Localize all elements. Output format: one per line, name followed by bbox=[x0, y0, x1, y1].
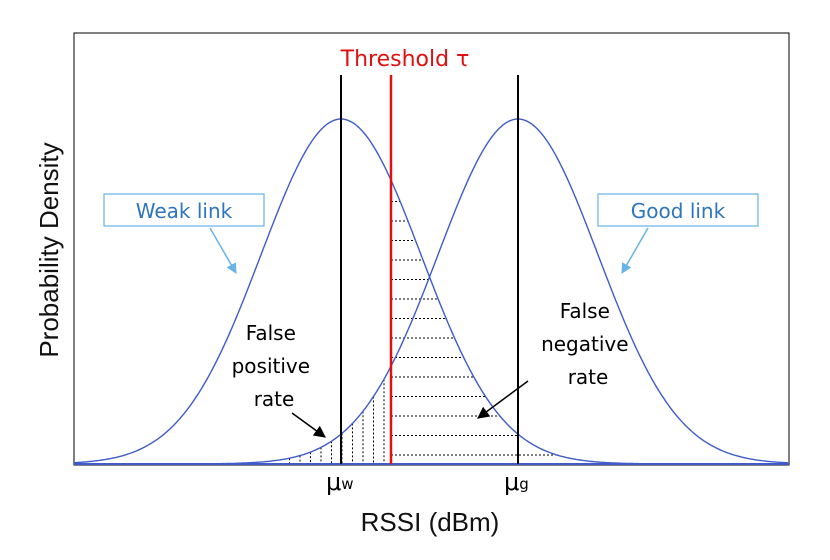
x-axis-title: RSSI (dBm) bbox=[361, 507, 500, 537]
good-link-curve bbox=[74, 118, 789, 465]
mu-w-label: μw bbox=[326, 468, 354, 496]
false-negative-hatch bbox=[391, 201, 557, 456]
weak-link-arrow bbox=[209, 227, 237, 274]
false-negative-arrow bbox=[477, 380, 529, 419]
weak-link-label-box bbox=[103, 193, 265, 227]
false-positive-arrow bbox=[291, 412, 326, 438]
false-negative-label: False negative rate bbox=[541, 299, 635, 389]
good-link-label-box bbox=[597, 193, 759, 227]
weak-link-label: Weak link bbox=[136, 199, 233, 223]
threshold-label: Threshold τ bbox=[340, 47, 470, 72]
plot-frame bbox=[73, 32, 790, 466]
good-link-arrow bbox=[621, 227, 649, 274]
good-link-label: Good link bbox=[631, 199, 726, 223]
false-positive-label: False positive rate bbox=[232, 321, 317, 411]
weak-link-curve bbox=[73, 118, 788, 465]
y-axis-title: Probability Density bbox=[34, 142, 64, 357]
mu-g-label: μg bbox=[504, 468, 529, 496]
